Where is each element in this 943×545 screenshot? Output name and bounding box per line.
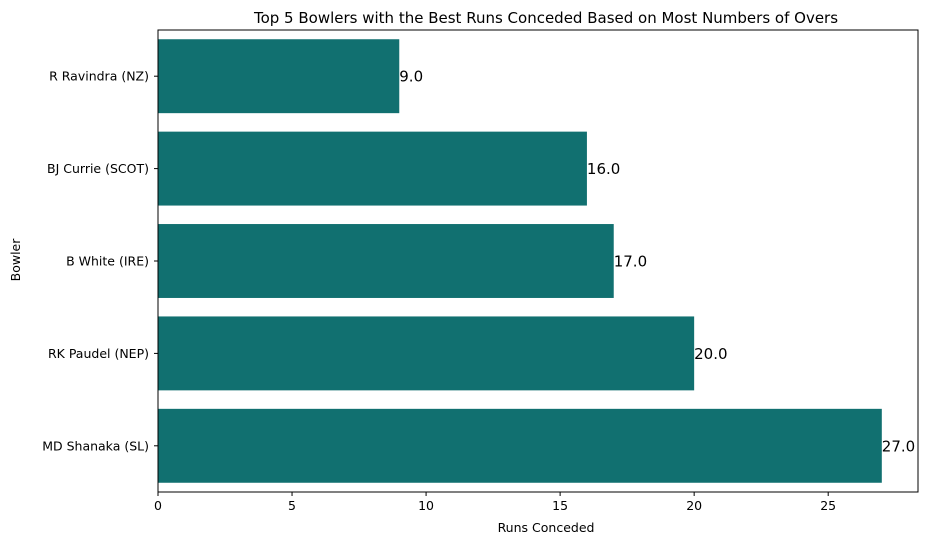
value-label-2: 16.0 [587,160,620,178]
y-tick-label-4: RK Paudel (NEP) [48,346,149,361]
bar-1 [158,39,400,114]
plot-frame [157,29,919,493]
x-tick-label-5: 20 [686,498,702,513]
value-label-5: 27.0 [882,437,915,455]
x-axis-label: Runs Conceded [498,520,595,535]
y-tick-label-1: R Ravindra (NZ) [49,69,149,84]
y-tick-label-3: B White (IRE) [66,254,149,269]
bar-2 [158,131,587,206]
x-tick-label-6: 25 [820,498,836,513]
x-tick-label-2: 5 [288,498,296,513]
bar-4 [158,316,695,391]
x-tick-label-1: 0 [154,498,162,513]
bar-3 [158,224,614,298]
plot-area: 9.0 R Ravindra (NZ) 16.0 BJ Currie (SCOT) 17… [42,29,919,513]
x-tick-label-3: 10 [418,498,434,513]
y-tick-label-5: MD Shanaka (SL) [42,438,149,453]
y-axis-label: Bowler [8,238,23,282]
value-label-4: 20.0 [694,345,727,363]
bar-5 [158,408,882,483]
value-label-1: 9.0 [399,68,423,86]
x-tick-label-4: 15 [552,498,568,513]
value-label-3: 17.0 [614,253,647,271]
y-tick-label-2: BJ Currie (SCOT) [47,161,149,176]
chart-title: Top 5 Bowlers with the Best Runs Concede… [253,9,838,27]
